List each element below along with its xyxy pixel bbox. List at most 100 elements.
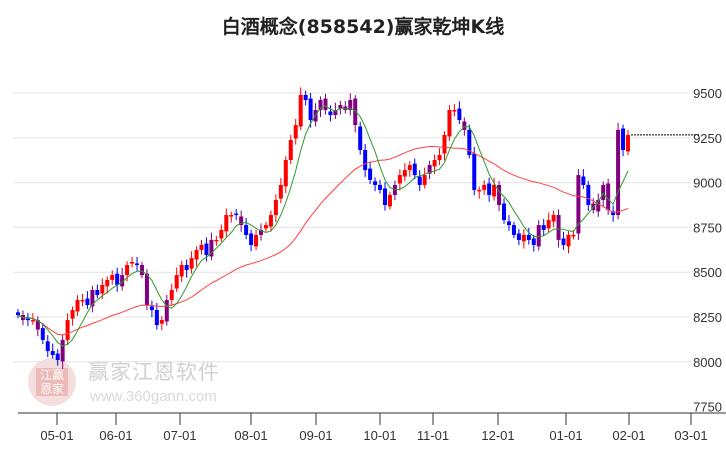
candle-body xyxy=(561,238,566,245)
candle-body xyxy=(259,229,264,235)
candle-body xyxy=(497,184,502,205)
candle-body xyxy=(397,175,402,184)
candle-body xyxy=(621,128,626,150)
candle-body xyxy=(169,289,174,300)
y-tick-label: 8250 xyxy=(693,310,722,325)
candle-body xyxy=(159,320,164,324)
candle-body xyxy=(199,244,204,250)
candle-body xyxy=(283,160,288,187)
candle-body xyxy=(278,184,283,199)
candle-body xyxy=(353,98,358,126)
candle-body xyxy=(531,238,536,245)
candle-body xyxy=(571,234,576,237)
candle-body xyxy=(65,320,70,340)
candle-body xyxy=(209,239,214,257)
candle-body xyxy=(422,175,427,185)
candle-body xyxy=(487,183,492,195)
candle-body xyxy=(139,265,144,276)
candle-body xyxy=(412,163,417,176)
candle-body xyxy=(442,134,447,154)
candle-body xyxy=(358,126,363,150)
candle-body xyxy=(551,215,556,222)
candle-body xyxy=(328,111,333,116)
candle-body xyxy=(105,279,110,287)
candle-body xyxy=(308,98,313,121)
x-tick-label: 06-01 xyxy=(99,428,132,443)
candle-body xyxy=(492,184,497,197)
candle-body xyxy=(611,211,616,216)
chart-title: 白酒概念(858542)赢家乾坤K线 xyxy=(221,16,505,38)
candle-body xyxy=(462,121,467,130)
x-tick-label: 11-01 xyxy=(417,428,449,443)
candle-body xyxy=(234,213,239,216)
candle-body xyxy=(164,299,169,322)
candle-body xyxy=(95,289,100,295)
candle-body xyxy=(601,184,606,200)
candle-body xyxy=(417,176,422,185)
candle-body xyxy=(239,216,244,226)
candle-body xyxy=(556,215,561,240)
y-tick-label: 8500 xyxy=(693,265,722,280)
candle-body xyxy=(536,225,541,247)
candle-body xyxy=(45,341,50,352)
candle-body xyxy=(254,234,259,247)
candle-body xyxy=(516,233,521,240)
x-tick-label: 02-01 xyxy=(612,428,645,443)
candle-body xyxy=(586,184,591,205)
candle-body xyxy=(135,263,140,266)
candle-body xyxy=(268,215,273,227)
x-tick-label: 12-01 xyxy=(481,428,514,443)
candle-body xyxy=(333,110,338,116)
y-tick-label: 8750 xyxy=(693,220,722,235)
candle-body xyxy=(373,181,378,185)
ma-long-line xyxy=(17,146,629,336)
candle-body xyxy=(502,203,507,221)
candle-body xyxy=(596,199,601,212)
candle-body xyxy=(179,265,184,277)
y-tick-label: 9500 xyxy=(693,86,722,101)
y-tick-label: 7750 xyxy=(693,400,722,415)
candle-body xyxy=(85,298,90,305)
candle-body xyxy=(50,351,55,355)
candle-body xyxy=(55,353,60,361)
candle-body xyxy=(184,265,189,271)
candle-body xyxy=(298,94,303,127)
candle-body xyxy=(378,184,383,190)
candle-body xyxy=(511,225,516,235)
candle-body xyxy=(110,275,115,280)
candle-body xyxy=(40,328,45,340)
candle-body xyxy=(581,176,586,185)
candle-body xyxy=(566,234,571,247)
candle-body xyxy=(125,265,130,276)
candle-body xyxy=(273,199,278,216)
candle-body xyxy=(144,273,149,305)
candle-body xyxy=(318,99,323,111)
candle-body xyxy=(606,183,611,211)
candle-body xyxy=(482,184,487,190)
candle-body xyxy=(348,99,353,111)
candle-body xyxy=(467,129,472,156)
candle-body xyxy=(447,110,452,137)
candle-body xyxy=(214,239,219,242)
candle-body xyxy=(323,98,328,111)
candle-body xyxy=(541,225,546,230)
candle-body xyxy=(244,225,249,235)
y-tick-label: 9000 xyxy=(693,176,722,191)
x-tick-label: 09-01 xyxy=(299,428,332,443)
candle-body xyxy=(303,94,308,100)
candle-body xyxy=(70,310,75,319)
candle-body xyxy=(427,165,432,174)
candle-body xyxy=(30,320,35,322)
x-tick-label: 08-01 xyxy=(234,428,267,443)
watermark-seal-text: 江赢恩家 xyxy=(36,368,68,396)
candle-body xyxy=(249,233,254,245)
candle-body xyxy=(229,215,234,217)
candle-body xyxy=(219,229,224,239)
candle-body xyxy=(189,258,194,269)
x-tick-label: 10-01 xyxy=(363,428,396,443)
candle-body xyxy=(25,318,30,321)
candle-body xyxy=(526,234,531,240)
candle-body xyxy=(60,339,65,362)
candle-body xyxy=(402,170,407,177)
